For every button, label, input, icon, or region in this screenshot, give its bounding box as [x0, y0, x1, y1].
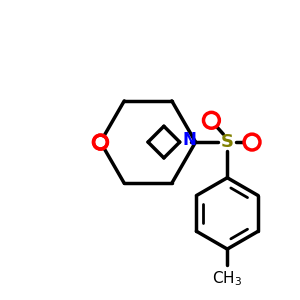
Text: S: S [221, 133, 234, 151]
Circle shape [94, 135, 107, 149]
Text: CH$_3$: CH$_3$ [212, 269, 242, 288]
Circle shape [203, 112, 219, 128]
Text: N: N [183, 131, 196, 149]
Circle shape [244, 134, 260, 150]
